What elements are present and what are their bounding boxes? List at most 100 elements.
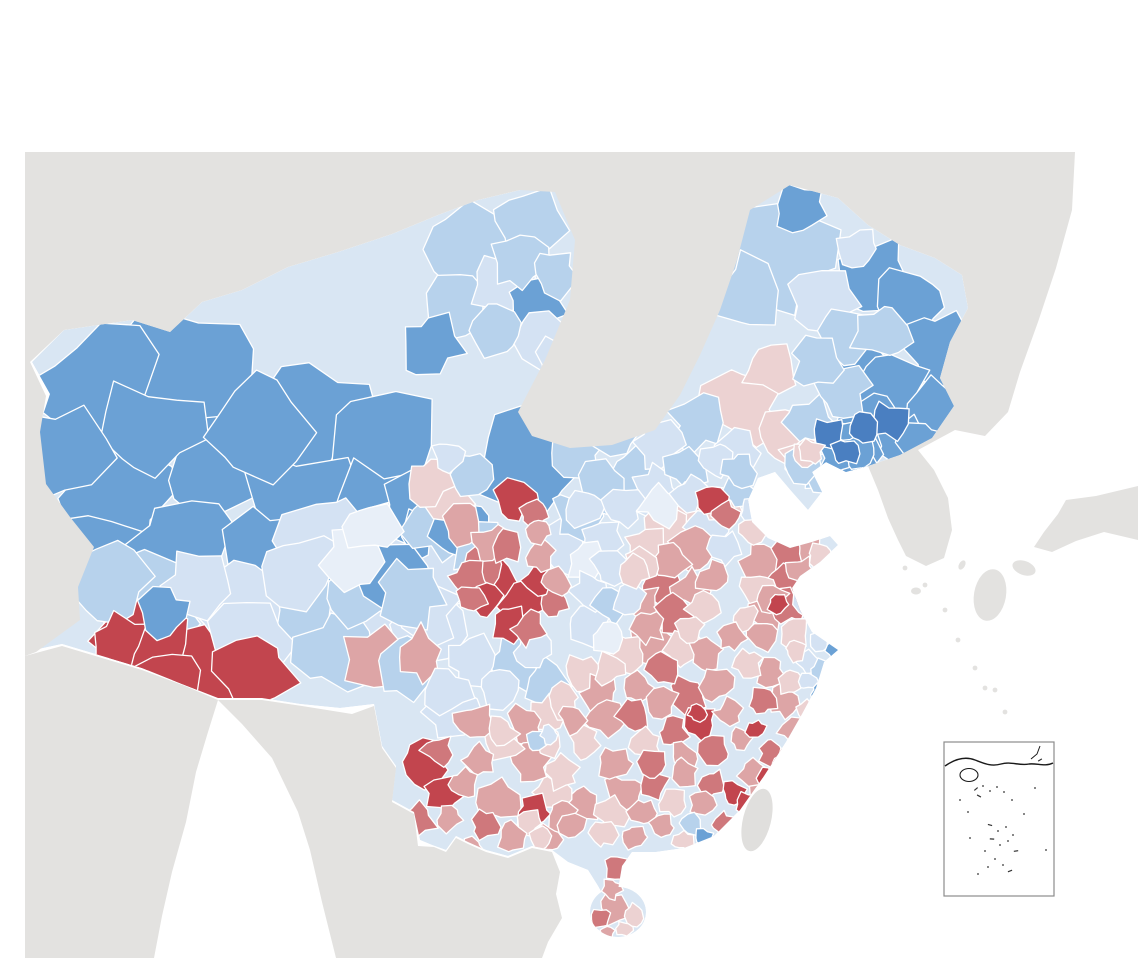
land-south-asia-india	[25, 646, 218, 958]
inset-island-dot	[1045, 849, 1047, 851]
prefecture-cell	[628, 610, 665, 647]
prefecture-cell	[621, 825, 649, 851]
inset-island-dot	[967, 811, 969, 813]
prefecture-cell	[588, 550, 630, 587]
land-indochina-myanmar-vietnam	[218, 700, 562, 958]
prefecture-cell	[697, 668, 736, 703]
inset-island-dot	[994, 858, 996, 860]
inset-island-dash	[1037, 758, 1043, 762]
prefecture-cell	[592, 794, 630, 831]
inset-island-dot	[1012, 834, 1014, 836]
inset-island-dot	[959, 799, 961, 801]
prefecture-cell	[741, 343, 797, 395]
prefecture-cell	[455, 586, 490, 612]
island-tsushima	[958, 560, 966, 570]
prefecture-cell	[436, 804, 465, 835]
prefecture-cell	[600, 878, 625, 902]
prefecture-cell	[705, 530, 743, 568]
island-jeju	[911, 587, 921, 595]
prefecture-cell	[612, 580, 648, 616]
prefecture-cell	[261, 535, 339, 613]
prefecture-cell	[711, 695, 745, 728]
prefecture-cell	[696, 734, 729, 767]
land-japan-honshu	[1034, 486, 1138, 552]
prefecture-cell	[509, 608, 548, 649]
prefecture-cell	[99, 380, 210, 479]
prefecture-cell	[777, 669, 805, 695]
island-kyushu	[973, 569, 1007, 621]
prefecture-cell	[587, 821, 620, 848]
prefecture-cell	[590, 908, 612, 929]
inset-coast-hook	[1030, 745, 1041, 760]
small-island-dot	[992, 687, 998, 693]
prefecture-cell	[673, 616, 706, 645]
prefecture-cell	[496, 819, 528, 853]
prefecture-cell	[696, 768, 725, 799]
prefecture-cell	[643, 650, 679, 685]
inset-island-dot	[989, 790, 991, 792]
prefecture-cell	[556, 812, 588, 839]
inset-coastline	[944, 757, 1054, 767]
prefecture-cell	[341, 503, 405, 549]
prefecture-cell	[798, 437, 826, 465]
prefecture-cell	[447, 765, 479, 799]
prefecture-cell	[625, 799, 658, 825]
prefecture-cell	[492, 527, 522, 564]
land-north-eurasia-mongolia-korea	[25, 152, 1075, 656]
prefecture-cell	[600, 488, 647, 530]
prefecture-cell	[744, 719, 768, 738]
prefecture-cell	[732, 604, 759, 635]
inset-island-dash	[1013, 850, 1019, 852]
prefecture-cell	[480, 668, 520, 711]
inset-island-dash	[1007, 869, 1013, 873]
inset-island-dot	[1002, 864, 1004, 866]
inset-island-dot	[984, 850, 986, 852]
prefecture-cell	[475, 776, 522, 818]
prefecture-cell	[377, 557, 448, 631]
prefecture-cell	[618, 552, 651, 590]
inset-island-dot	[977, 873, 979, 875]
inset-island-dot	[997, 830, 999, 832]
prefecture-cell	[468, 303, 522, 360]
prefecture-cell	[686, 703, 709, 723]
prefecture-cell	[544, 752, 581, 792]
prefecture-cell	[598, 746, 635, 780]
prefecture-cell	[785, 639, 807, 664]
inset-border	[943, 741, 1055, 897]
prefecture-cell	[848, 411, 879, 444]
prefecture-cell	[766, 593, 790, 616]
inset-island-dot	[996, 786, 998, 788]
prefecture-cell	[657, 788, 687, 818]
prefecture-cell	[797, 672, 820, 689]
inset-island-dot	[1005, 826, 1007, 828]
prefecture-cell	[524, 519, 552, 546]
small-island-dot	[1002, 709, 1008, 715]
inset-island-dash	[989, 838, 995, 840]
inset-island-dot	[1023, 813, 1025, 815]
prefecture-cell	[716, 621, 749, 652]
small-island-dot	[955, 637, 961, 643]
prefecture-cell	[524, 537, 557, 574]
small-island-dot	[942, 607, 948, 613]
prefecture-cell	[398, 621, 442, 686]
prefecture-cell	[488, 715, 522, 747]
prefecture-cell	[592, 621, 624, 655]
prefecture-cell	[492, 477, 540, 522]
prefecture-cell	[565, 489, 607, 530]
prefecture-cell	[460, 740, 495, 777]
inset-island-dot	[1011, 799, 1013, 801]
inset-island-dot	[1034, 787, 1036, 789]
prefecture-cell	[731, 647, 764, 679]
prefecture-cell	[451, 703, 497, 739]
inset-island-dash	[987, 823, 993, 827]
prefecture-cell	[848, 305, 915, 357]
prefecture-cell	[872, 400, 910, 443]
prefecture-cell	[790, 334, 845, 387]
prefecture-cell	[710, 498, 742, 531]
inset-island-dot	[1003, 791, 1005, 793]
prefecture-cell	[582, 699, 629, 740]
inset-island-dot	[969, 837, 971, 839]
inset-island-dot	[999, 844, 1001, 846]
prefecture-cell	[490, 234, 550, 292]
